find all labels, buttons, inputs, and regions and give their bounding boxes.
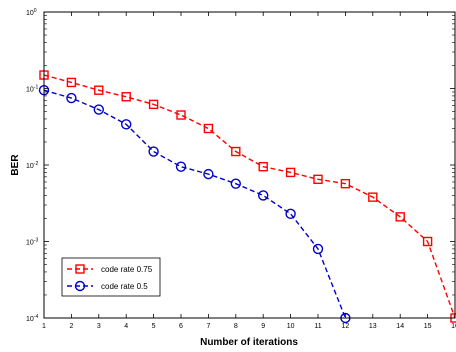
y-tick-label: 100 [26,8,37,17]
ticks-layer: 1234567891011121314151610-410-310-210-11… [26,8,456,330]
x-tick-label: 10 [287,323,295,330]
x-tick-label: 7 [206,323,210,330]
x-axis-label: Number of iterations [200,337,298,348]
data-point-2 [285,208,296,220]
legend-label: code rate 0.5 [101,282,148,291]
data-point-1 [285,167,296,178]
data-point-1 [176,110,186,120]
data-point-1 [395,212,405,222]
x-tick-label: 13 [369,323,377,330]
data-point-1 [422,236,433,247]
x-tick-label: 3 [97,323,101,330]
data-point-2 [203,168,214,180]
y-tick-label: 10-1 [26,85,38,94]
x-tick-label: 9 [261,323,265,330]
legend-label: code rate 0.75 [101,265,153,274]
legend-marker [75,264,85,274]
data-point-1 [231,146,241,157]
data-point-1 [148,99,159,110]
data-point-2 [230,178,242,189]
y-tick-label: 10-4 [26,314,38,323]
data-point-1 [203,123,214,134]
x-tick-label: 8 [234,323,238,330]
data-point-1 [94,85,104,95]
series-layer [38,70,456,324]
data-point-2 [66,92,77,104]
data-point-2 [93,104,105,115]
data-point-2 [312,243,324,255]
data-point-1 [121,92,131,102]
x-tick-label: 12 [342,323,350,330]
data-point-2 [148,146,159,157]
x-tick-label: 2 [69,323,73,330]
data-point-1 [258,162,268,172]
x-tick-label: 15 [424,323,432,330]
data-point-1 [313,174,323,185]
y-tick-label: 10-3 [26,238,38,247]
data-point-2 [175,161,187,172]
data-point-1 [340,178,351,189]
x-tick-label: 4 [124,323,128,330]
x-tick-label: 5 [152,323,156,330]
series-line-1 [43,74,456,319]
plot-area-frame [43,11,456,319]
x-tick-label: 11 [314,323,321,330]
y-tick-label: 10-2 [26,161,38,170]
x-tick-label: 1 [42,323,46,330]
data-point-2 [258,190,269,201]
y-axis-label: BER [10,154,21,176]
legend: code rate 0.75 code rate 0.5 [61,257,161,297]
x-tick-label: 16 [451,323,456,330]
legend-marker [74,280,86,292]
data-point-2 [120,119,132,130]
x-tick-label: 6 [179,323,183,330]
data-point-1 [368,192,378,202]
data-point-1 [66,77,77,88]
x-tick-label: 14 [396,323,404,330]
